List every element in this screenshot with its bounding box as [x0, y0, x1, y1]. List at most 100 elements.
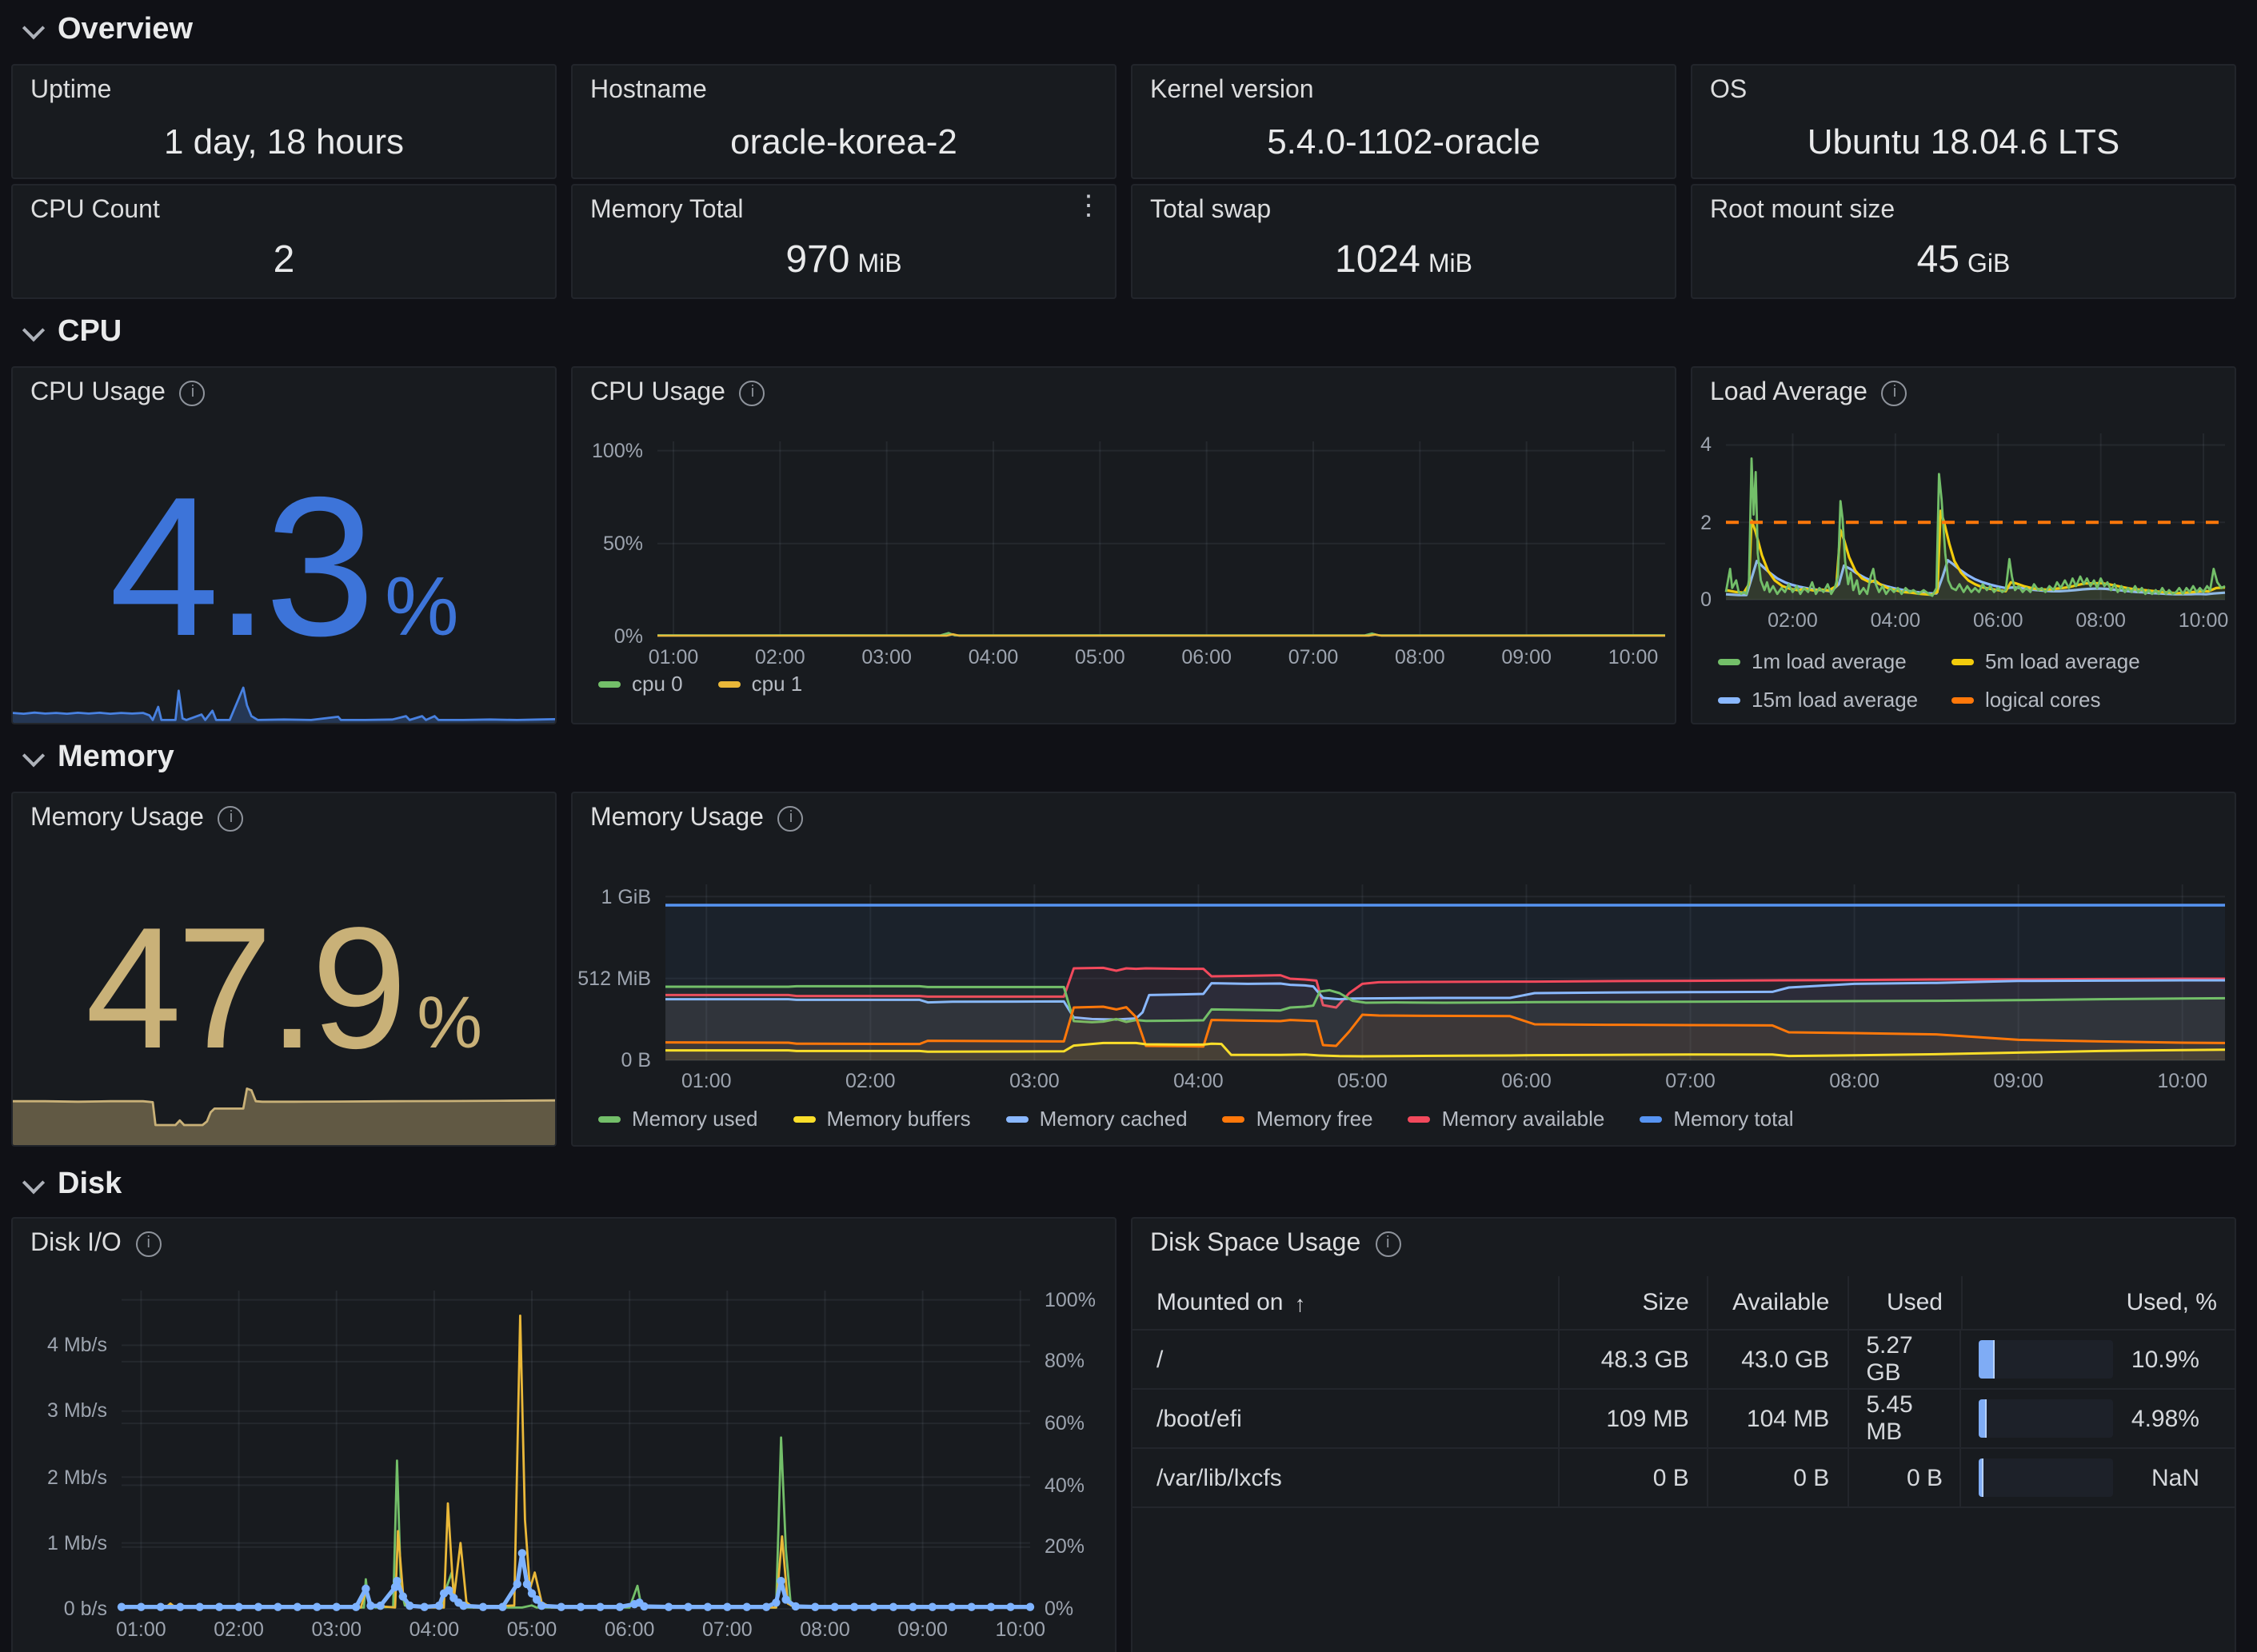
- axis-tick-label: 20%: [1045, 1535, 1085, 1558]
- legend-label: 1m load average: [1752, 649, 1907, 673]
- legend-item[interactable]: Memory free: [1222, 1107, 1373, 1131]
- legend-label: cpu 1: [751, 672, 803, 696]
- stat-value: 1 day, 18 hours: [163, 122, 405, 162]
- info-icon[interactable]: i: [179, 381, 206, 406]
- axis-tick-label: 06:00: [1501, 1070, 1552, 1092]
- legend-label: Memory available: [1441, 1107, 1605, 1131]
- disk-io-plot[interactable]: 01:00 02:00 03:00 04:00 05:00 06:00 07:00 08:00…: [47, 1289, 1096, 1641]
- panel-memory-usage-stat: Memory Usage i 47.9%: [11, 792, 557, 1147]
- info-icon[interactable]: i: [777, 806, 804, 832]
- panel-title[interactable]: Hostname: [590, 77, 707, 104]
- usage-bar-gauge: [1979, 1399, 2114, 1438]
- legend-item[interactable]: Memory cached: [1005, 1107, 1188, 1131]
- sort-asc-icon: ↑: [1294, 1290, 1306, 1315]
- info-icon[interactable]: i: [739, 381, 765, 406]
- axis-tick-label: 1 Mb/s: [46, 1531, 107, 1554]
- usage-bar-fill: [1979, 1458, 1983, 1497]
- legend-item[interactable]: Memory used: [598, 1107, 758, 1131]
- chevron-down-icon: [22, 744, 46, 768]
- panel-hostname: Hostname oracle-korea-2: [571, 64, 1117, 179]
- info-icon[interactable]: i: [218, 806, 244, 832]
- panel-title[interactable]: Kernel version: [1150, 77, 1314, 104]
- legend-item[interactable]: Memory buffers: [793, 1107, 971, 1131]
- axis-tick-label: 4 Mb/s: [46, 1334, 107, 1357]
- chevron-down-icon: [22, 17, 46, 40]
- memory-usage-sparkline[interactable]: [13, 1054, 555, 1145]
- legend-swatch: [793, 1115, 816, 1122]
- panel-title[interactable]: CPU Usage i: [590, 379, 765, 408]
- info-icon[interactable]: i: [135, 1231, 162, 1257]
- section-title: Disk: [58, 1167, 122, 1201]
- legend-item[interactable]: 15m load average: [1718, 688, 1951, 712]
- table-cell: 0 B: [1708, 1449, 1849, 1506]
- legend-label: Memory total: [1673, 1107, 1794, 1131]
- column-header-size[interactable]: Size: [1560, 1276, 1708, 1329]
- kebab-menu-icon[interactable]: ⋮: [1075, 190, 1102, 221]
- section-memory[interactable]: Memory: [22, 740, 174, 774]
- axis-tick-label: 2: [1700, 511, 1712, 534]
- legend-item[interactable]: logical cores: [1951, 688, 2185, 712]
- legend-item[interactable]: Memory available: [1408, 1107, 1605, 1131]
- panel-title[interactable]: CPU Count: [30, 197, 160, 224]
- panel-title[interactable]: Disk I/O i: [30, 1230, 162, 1259]
- panel-title[interactable]: Uptime: [30, 77, 112, 104]
- table-cell: 0 B: [1848, 1449, 1962, 1506]
- legend-swatch: [1640, 1115, 1663, 1122]
- panel-title[interactable]: Memory Total: [590, 197, 744, 224]
- legend-label: Memory used: [632, 1107, 758, 1131]
- load-average-plot[interactable]: 02:00 04:00 06:00 08:00 10:00 0 2 4: [1700, 433, 2228, 632]
- panel-title[interactable]: Root mount size: [1710, 197, 1895, 224]
- legend-label: Memory buffers: [826, 1107, 971, 1131]
- info-icon[interactable]: i: [1881, 381, 1907, 406]
- panel-title[interactable]: Memory Usage i: [590, 804, 804, 833]
- column-header-mounted-on[interactable]: Mounted on ↑: [1132, 1276, 1560, 1329]
- panel-title[interactable]: Memory Usage i: [30, 804, 244, 833]
- legend-item[interactable]: cpu 0: [598, 672, 683, 696]
- axis-tick-label: 3 Mb/s: [46, 1399, 107, 1423]
- axis-tick-label: 512 MiB: [577, 967, 651, 990]
- section-title: Overview: [58, 13, 193, 46]
- section-cpu[interactable]: CPU: [22, 315, 122, 349]
- section-disk[interactable]: Disk: [22, 1167, 122, 1201]
- axis-tick-label: 02:00: [1768, 609, 1818, 632]
- axis-tick-label: 04:00: [1173, 1070, 1224, 1092]
- column-header-available[interactable]: Available: [1708, 1276, 1849, 1329]
- legend-item[interactable]: 1m load average: [1718, 649, 1951, 673]
- axis-tick-label: 10:00: [1608, 646, 1659, 668]
- memory-usage-plot[interactable]: 01:00 02:00 03:00 04:00 05:00 06:00 07:00 08:00…: [577, 884, 2226, 1092]
- axis-tick-label: 01:00: [681, 1070, 732, 1092]
- axis-tick-label: 05:00: [1337, 1070, 1388, 1092]
- table-cell: /var/lib/lxcfs: [1132, 1449, 1560, 1506]
- panel-title[interactable]: Disk Space Usage i: [1150, 1230, 1401, 1259]
- legend-item[interactable]: cpu 1: [717, 672, 803, 696]
- legend-swatch: [1408, 1115, 1431, 1122]
- legend-swatch: [1005, 1115, 1029, 1122]
- memory-usage-legend: Memory used Memory buffers Memory cached Me…: [598, 1107, 1829, 1131]
- axis-tick-label: 0: [1700, 589, 1712, 611]
- legend-label: logical cores: [1985, 688, 2101, 712]
- axis-tick-label: 02:00: [845, 1070, 896, 1092]
- legend-item[interactable]: 5m load average: [1951, 649, 2185, 673]
- panel-title[interactable]: Load Average i: [1710, 379, 1907, 408]
- column-header-used[interactable]: Used: [1848, 1276, 1962, 1329]
- axis-tick-label: 2 Mb/s: [46, 1466, 107, 1489]
- legend-item[interactable]: Memory total: [1640, 1107, 1794, 1131]
- panel-title[interactable]: OS: [1710, 77, 1748, 104]
- axis-tick-label: 03:00: [1009, 1070, 1060, 1092]
- table-cell-used-percent: 4.98%: [1962, 1390, 2235, 1447]
- info-icon[interactable]: i: [1375, 1231, 1401, 1257]
- panel-disk-space-usage: Disk Space Usage i Mounted on ↑ Size Availab…: [1131, 1217, 2236, 1652]
- used-percent-value: NaN: [2151, 1464, 2199, 1491]
- section-overview[interactable]: Overview: [22, 13, 193, 46]
- panel-title[interactable]: Total swap: [1150, 197, 1272, 224]
- table-cell: 48.3 GB: [1560, 1331, 1708, 1388]
- cpu-usage-sparkline[interactable]: [13, 649, 555, 723]
- column-header-used-[interactable]: Used, %: [2126, 1289, 2217, 1316]
- panel-disk-io: Disk I/O i 01:00 02:00 03:00 04:00 05:00 06:00…: [11, 1217, 1117, 1652]
- axis-tick-label: 07:00: [702, 1618, 753, 1641]
- cpu-usage-plot[interactable]: 01:00 02:00 03:00 04:00 05:00 06:00 07:00 08:00…: [592, 440, 1665, 668]
- legend-label: 15m load average: [1752, 688, 1919, 712]
- axis-tick-label: 09:00: [1993, 1070, 2043, 1092]
- panel-title[interactable]: CPU Usage i: [30, 379, 206, 408]
